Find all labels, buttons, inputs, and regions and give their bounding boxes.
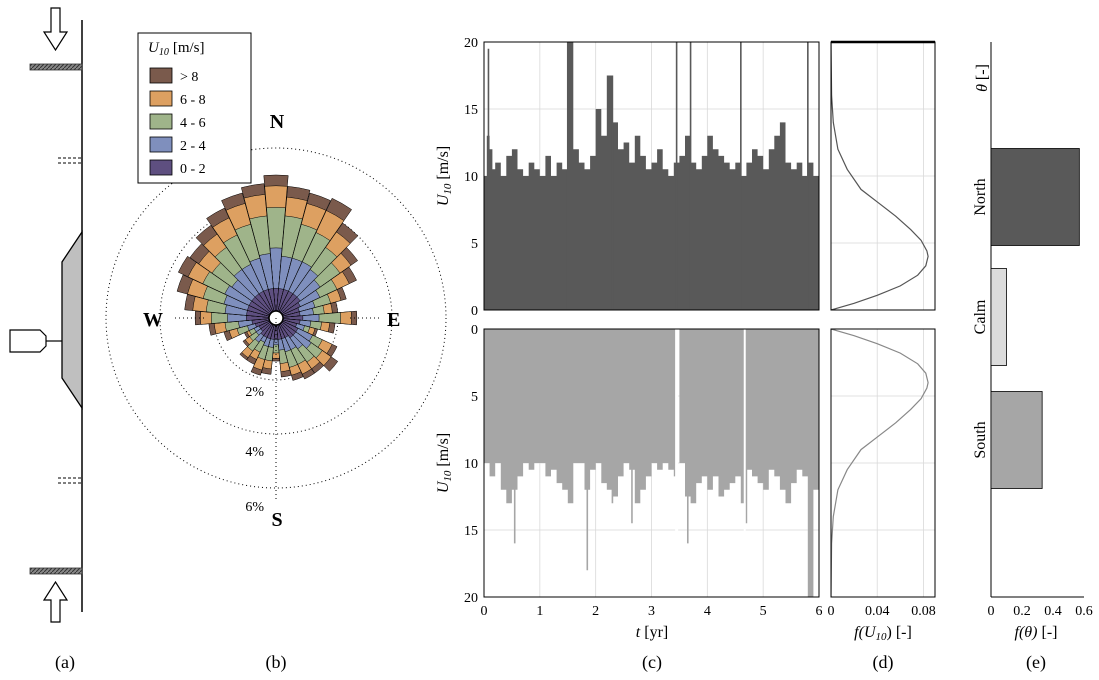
panel-label-a: (a): [55, 652, 75, 673]
e-bar-north: [990, 148, 1080, 246]
c-bottom-area: [484, 329, 819, 597]
c-bottom-ytick-label: 0: [471, 323, 478, 338]
legend-box: [137, 32, 252, 184]
arrow-down-icon: [42, 7, 69, 52]
d-xtick-label: 0.04: [865, 604, 890, 619]
c-top-ytick-label: 10: [464, 170, 478, 185]
panel-e-direction: North Calm South 0 0.2 0.4 0.6 θ[-] f(θ) [-]: [972, 42, 1093, 641]
c-top-ytick-label: 0: [471, 304, 478, 319]
rose-ring-label-6: 6%: [245, 500, 264, 515]
e-title: θ[-]: [974, 64, 991, 92]
e-category-label-calm: Calm: [972, 299, 989, 334]
rose-dir-south: S: [271, 509, 282, 531]
panel-b-windrose: N E S W 2% 4% 6% U10 [m/s] > 8 6 - 8 4 - 6 2…: [105, 32, 447, 531]
d-top-frame: [830, 41, 936, 311]
panel-label-d: (d): [873, 652, 894, 673]
e-xlabel: f(θ) [-]: [1015, 624, 1058, 641]
panel-a-diagram: [9, 7, 83, 623]
e-category-label-south: South: [972, 421, 989, 458]
d-xtick-label: 0: [828, 604, 835, 619]
legend-label-1: 6 - 8: [180, 93, 206, 108]
rose-ring-label-2: 2%: [245, 385, 264, 400]
c-top-frame: [483, 41, 820, 311]
e-category-label-north: North: [972, 178, 989, 215]
c-bottom-frame: [483, 328, 820, 598]
legend-swatch-4: [149, 159, 173, 176]
legend-label-3: 2 - 4: [180, 139, 206, 154]
jetty-hatch-icon: [29, 63, 83, 71]
d-top-pdf-curve: [831, 42, 929, 310]
panel-d-pdf: 0 0.04 0.08 f(U10) [-]: [828, 40, 936, 643]
breakwater-shape: [61, 229, 83, 411]
d-bottom-frame: [830, 328, 936, 598]
c-top-ytick-label: 20: [464, 36, 478, 51]
legend-swatch-1: [149, 90, 173, 107]
c-bottom-ytick-label: 15: [464, 524, 478, 539]
jetty-hatch-icon: [29, 567, 83, 575]
legend-label-0: > 8: [180, 70, 198, 85]
legend-title: U10 [m/s]: [148, 40, 205, 58]
rose-dir-west: W: [143, 309, 163, 331]
e-ticks: 0 0.2 0.4 0.6: [988, 604, 1093, 619]
legend-label-4: 0 - 2: [180, 162, 206, 177]
e-xtick-label: 0.4: [1044, 604, 1062, 619]
c-bottom-ytick-label: 20: [464, 591, 478, 606]
c-bottom-ylabel: U10[m/s]: [435, 433, 454, 493]
legend-swatch-2: [149, 113, 173, 130]
d-bottom-pdf-curve: [831, 329, 929, 597]
panel-label-e: (e): [1026, 652, 1046, 673]
c-xtick-label: 5: [760, 604, 767, 619]
d-ticks: 0 0.04 0.08: [828, 604, 936, 619]
legend-swatch-3: [149, 136, 173, 153]
legend-swatch-0: [149, 67, 173, 84]
rose-ring-label-4: 4%: [245, 445, 264, 460]
e-xtick-label: 0.2: [1013, 604, 1031, 619]
rose-dir-east: E: [387, 309, 400, 331]
c-xlabel: t [yr]: [636, 624, 668, 641]
c-bottom-ytick-label: 10: [464, 457, 478, 472]
c-bottom-ytick-label: 5: [471, 390, 478, 405]
c-xtick-label: 0: [481, 604, 488, 619]
arrow-up-icon: [42, 580, 69, 623]
rose-legend: U10 [m/s] > 8 6 - 8 4 - 6 2 - 4 0 - 2: [137, 32, 252, 184]
e-xtick-label: 0.6: [1075, 604, 1093, 619]
rose-ring-6: [105, 147, 447, 489]
panel-label-b: (b): [266, 652, 287, 673]
c-top-series: [484, 42, 819, 310]
c-xtick-label: 1: [536, 604, 543, 619]
rose-ring-4: [159, 201, 393, 435]
rose-sectors: [176, 174, 359, 381]
d-xtick-label: 0.08: [911, 604, 936, 619]
d-grid: [830, 41, 935, 598]
e-bars: North Calm South: [972, 148, 1080, 489]
c-xtick-label: 4: [704, 604, 711, 619]
e-bar-calm: [990, 268, 1007, 366]
legend-label-2: 4 - 6: [180, 116, 206, 131]
panel-label-c: (c): [642, 652, 662, 673]
house-icon: [9, 329, 47, 353]
c-xtick-label: 6: [816, 604, 823, 619]
c-bottom-series: [484, 329, 819, 597]
c-top-ytick-label: 15: [464, 103, 478, 118]
c-top-ytick-label: 5: [471, 237, 478, 252]
c-top-ylabel: U10[m/s]: [435, 146, 454, 206]
rose-dir-north: N: [270, 111, 285, 133]
d-xlabel: f(U10) [-]: [854, 624, 912, 643]
e-xtick-label: 0: [988, 604, 995, 619]
e-bar-south: [990, 391, 1043, 489]
c-xtick-label: 3: [648, 604, 655, 619]
c-xtick-label: 2: [592, 604, 599, 619]
